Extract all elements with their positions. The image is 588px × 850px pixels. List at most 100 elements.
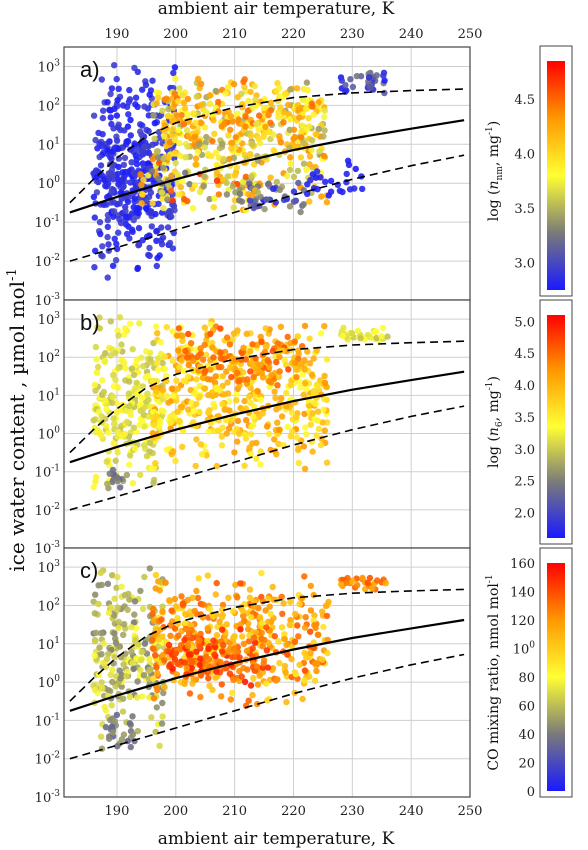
data-point xyxy=(199,356,207,363)
data-point xyxy=(225,108,232,116)
data-point xyxy=(277,104,284,111)
colorbar-tick-label: 3.5 xyxy=(514,411,535,426)
data-point xyxy=(204,572,211,579)
y-tick-label-exponent: 0 xyxy=(54,426,60,436)
data-point xyxy=(327,177,335,185)
data-point xyxy=(91,264,98,271)
data-point xyxy=(215,191,223,198)
data-point xyxy=(313,667,320,675)
colorbar-label-part-5: ) xyxy=(486,376,502,381)
data-point xyxy=(233,397,240,404)
data-point xyxy=(96,153,103,161)
data-point xyxy=(146,655,153,663)
data-point xyxy=(127,743,134,751)
data-point xyxy=(258,569,265,577)
data-point xyxy=(109,172,116,179)
data-point xyxy=(154,687,161,694)
data-point xyxy=(233,390,240,398)
data-point xyxy=(205,645,212,652)
data-point xyxy=(234,594,241,601)
data-point xyxy=(225,648,232,655)
data-point xyxy=(187,651,194,658)
data-point xyxy=(205,655,213,663)
data-point xyxy=(225,425,233,432)
data-point xyxy=(234,369,241,376)
data-point xyxy=(300,391,307,398)
data-point xyxy=(105,735,113,742)
data-point xyxy=(241,397,248,405)
data-point xyxy=(248,192,255,199)
data-point xyxy=(278,413,286,420)
data-point xyxy=(304,190,311,197)
data-point xyxy=(197,693,204,701)
data-point xyxy=(236,430,243,437)
data-point xyxy=(154,330,161,337)
data-point xyxy=(278,624,286,631)
data-point xyxy=(111,235,118,242)
data-point xyxy=(98,651,105,658)
upper-dashed-curve xyxy=(69,88,465,204)
data-point xyxy=(109,729,116,736)
data-point xyxy=(225,132,232,139)
colorbar-tick-label: 4.0 xyxy=(514,148,535,163)
data-point xyxy=(301,677,308,684)
x-tick-label-bottom: 190 xyxy=(105,804,130,819)
data-point xyxy=(250,674,257,682)
data-point xyxy=(247,348,254,355)
data-point xyxy=(141,143,148,150)
data-point xyxy=(109,666,116,673)
y-tick-label-exponent: 0 xyxy=(54,674,60,684)
y-tick-label: 102 xyxy=(38,597,60,614)
data-point xyxy=(294,622,301,629)
data-point xyxy=(97,162,105,169)
data-point xyxy=(253,663,260,670)
lower-dashed-curve xyxy=(69,405,465,511)
data-point xyxy=(126,86,133,94)
colorbar-label-part-5: ) xyxy=(486,121,502,126)
data-point xyxy=(201,144,208,151)
data-point xyxy=(303,654,310,661)
data-point xyxy=(219,606,226,613)
data-point xyxy=(185,330,192,338)
data-point xyxy=(132,94,140,101)
data-point xyxy=(114,327,121,334)
colorbar-tick-label: 2.0 xyxy=(514,507,535,522)
data-point xyxy=(320,406,327,413)
data-point xyxy=(102,398,109,405)
data-point xyxy=(317,441,325,449)
y-tick-label: 100 xyxy=(38,426,61,443)
data-point xyxy=(229,139,236,146)
data-point xyxy=(160,689,167,697)
data-point xyxy=(137,587,144,595)
data-point xyxy=(179,337,186,344)
data-point xyxy=(93,369,101,376)
data-point xyxy=(152,625,159,632)
data-point xyxy=(213,632,221,639)
x-tick-label-top: 220 xyxy=(281,27,306,42)
data-point xyxy=(154,154,162,161)
data-point xyxy=(103,183,110,190)
data-point xyxy=(161,96,168,103)
data-point xyxy=(147,209,154,216)
data-point xyxy=(217,658,224,666)
data-point xyxy=(177,152,185,160)
data-point xyxy=(324,649,331,657)
data-point xyxy=(223,430,230,437)
data-point xyxy=(242,173,250,180)
data-point xyxy=(258,619,266,626)
data-point xyxy=(380,72,387,79)
data-point xyxy=(143,126,150,134)
colorbar-scale xyxy=(547,61,565,290)
data-point xyxy=(92,387,99,394)
data-point xyxy=(274,382,281,389)
data-point xyxy=(182,347,189,355)
data-point xyxy=(131,195,139,202)
data-point xyxy=(249,440,256,447)
data-point xyxy=(301,366,308,373)
data-point xyxy=(246,197,254,204)
data-point xyxy=(159,155,166,163)
data-point xyxy=(134,68,141,76)
data-point xyxy=(300,139,307,146)
data-point xyxy=(312,624,319,632)
data-point xyxy=(194,594,202,602)
